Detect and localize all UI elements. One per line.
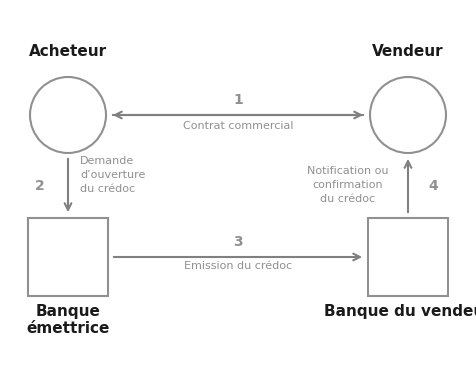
Bar: [368, 218, 448, 296]
Text: 2: 2: [35, 179, 45, 193]
Text: Contrat commercial: Contrat commercial: [183, 121, 293, 131]
Text: Banque
émettrice: Banque émettrice: [26, 304, 109, 336]
Text: Emission du crédoc: Emission du crédoc: [184, 261, 292, 271]
Text: 1: 1: [233, 93, 243, 107]
Text: Vendeur: Vendeur: [372, 44, 444, 59]
Text: Banque du vendeur: Banque du vendeur: [324, 304, 476, 319]
Text: Demande
d’ouverture
du crédoc: Demande d’ouverture du crédoc: [80, 157, 145, 194]
Text: 3: 3: [233, 235, 243, 249]
Text: Acheteur: Acheteur: [29, 44, 107, 59]
Text: Notification ou
confirmation
du crédoc: Notification ou confirmation du crédoc: [307, 167, 389, 205]
Bar: [28, 218, 108, 296]
Text: 4: 4: [428, 179, 438, 193]
